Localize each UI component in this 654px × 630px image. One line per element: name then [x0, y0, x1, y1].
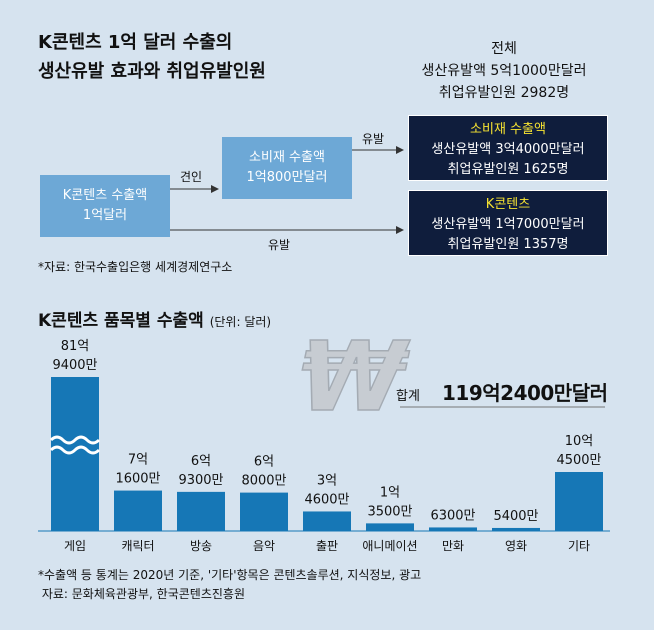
bar-5: [366, 523, 414, 531]
bar-8: [555, 472, 603, 531]
footnote-line-2: 자료: 문화체육관광부, 한국콘텐츠진흥원: [38, 587, 245, 601]
bar-value-label-1-0: 7억: [128, 453, 148, 468]
bar-value-label-4-1: 4600만: [304, 492, 349, 507]
bar-value-label-6-0: 6300만: [430, 508, 475, 523]
axis-break-mark-0: [49, 435, 101, 445]
chart-title: K콘텐츠 품목별 수출액 (단위: 달러): [38, 306, 271, 331]
bar-value-label-0-0: 81억: [61, 339, 90, 354]
category-label-4: 출판: [316, 539, 338, 553]
source-note: *자료: 한국수출입은행 세계경제연구소: [38, 260, 233, 274]
chart-title-text: K콘텐츠 품목별 수출액: [38, 311, 204, 331]
bar-3: [240, 492, 288, 531]
label-induce-top: 유발: [362, 132, 385, 146]
bar-value-label-5-1: 3500만: [367, 504, 412, 519]
kcontent-result-heading: K콘텐츠: [485, 197, 531, 212]
total-summary: 전체 생산유발액 5억1000만달러 취업유발인원 2982명: [398, 38, 610, 104]
total-production: 생산유발액 5억1000만달러: [421, 63, 587, 79]
consumer-export-box: 소비재 수출액 1억800만달러: [222, 137, 352, 199]
category-label-0: 게임: [64, 539, 86, 553]
bar-7: [492, 527, 540, 531]
bar-1: [114, 490, 162, 531]
kcontent-export-line1: K콘텐츠 수출액: [62, 188, 148, 203]
won-sign-icon: ₩: [300, 332, 418, 422]
bar-6: [429, 527, 477, 531]
bar-value-label-2-0: 6억: [191, 454, 211, 469]
category-label-3: 음악: [253, 539, 275, 553]
bar-value-label-3-1: 8000만: [241, 474, 286, 489]
consumer-result-production: 생산유발액 3억4000만달러: [431, 142, 585, 157]
bar-value-label-4-0: 3억: [317, 473, 337, 488]
kcontent-result-production: 생산유발액 1억7000만달러: [431, 217, 585, 232]
svg-text:₩: ₩: [300, 332, 417, 422]
category-label-7: 영화: [505, 539, 527, 553]
consumer-export-line1: 소비재 수출액: [249, 150, 325, 165]
category-label-1: 캐릭터: [121, 539, 154, 553]
category-label-2: 방송: [190, 539, 212, 553]
flow-arrows: [170, 146, 404, 234]
sum-label: 합계: [396, 389, 420, 404]
axis-break-mark-1: [49, 445, 101, 455]
bar-2: [177, 491, 225, 531]
sum-value: 119억2400만달러: [442, 381, 608, 405]
kcontent-result-employment: 취업유발인원 1357명: [447, 237, 569, 252]
bar-value-label-3-0: 6억: [254, 455, 274, 470]
title-line-2: 생산유발 효과와 취업유발인원: [38, 61, 266, 82]
total-employment: 취업유발인원 2982명: [438, 85, 570, 101]
footnotes: *수출액 등 통계는 2020년 기준, '기타'항목은 콘텐츠솔루션, 지식정…: [38, 566, 421, 604]
title-line-1: K콘텐츠 1억 달러 수출의: [38, 32, 233, 53]
kcontent-result-box: K콘텐츠 생산유발액 1억7000만달러 취업유발인원 1357명: [408, 190, 608, 256]
bar-value-label-5-0: 1억: [380, 485, 400, 500]
bar-4: [303, 511, 351, 531]
total-heading: 전체: [491, 41, 517, 57]
bar-value-label-1-1: 1600만: [115, 472, 160, 487]
consumer-result-heading: 소비재 수출액: [470, 122, 546, 137]
category-label-6: 만화: [442, 539, 464, 553]
bar-value-label-7-0: 5400만: [493, 509, 538, 524]
kcontent-export-line2: 1억달러: [82, 208, 128, 223]
consumer-export-line2: 1억800만달러: [246, 170, 328, 185]
infographic-title: K콘텐츠 1억 달러 수출의 생산유발 효과와 취업유발인원: [38, 28, 266, 86]
bar-value-label-8-1: 4500만: [556, 453, 601, 468]
bar-value-label-2-1: 9300만: [178, 473, 223, 488]
consumer-result-employment: 취업유발인원 1625명: [447, 162, 569, 177]
label-induce-bottom: 유발: [268, 238, 291, 252]
bar-value-label-8-0: 10억: [565, 434, 594, 449]
category-label-5: 애니메이션: [362, 539, 417, 553]
label-induce: 견인: [180, 170, 203, 184]
bar-value-label-0-1: 9400만: [52, 358, 97, 373]
chart-unit: (단위: 달러): [209, 315, 272, 329]
kcontent-export-box: K콘텐츠 수출액 1억달러: [40, 175, 170, 237]
consumer-result-box: 소비재 수출액 생산유발액 3억4000만달러 취업유발인원 1625명: [408, 115, 608, 181]
category-label-8: 기타: [568, 539, 590, 553]
footnote-line-1: *수출액 등 통계는 2020년 기준, '기타'항목은 콘텐츠솔루션, 지식정…: [38, 568, 422, 582]
